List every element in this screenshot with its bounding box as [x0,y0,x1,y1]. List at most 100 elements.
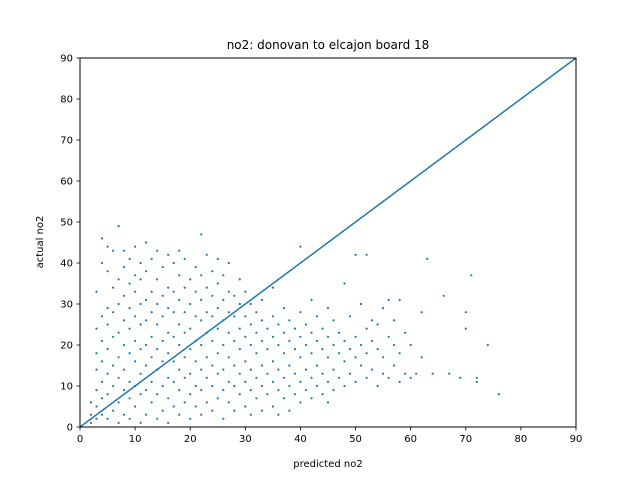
data-point [183,286,186,289]
data-point [211,339,214,342]
data-point [343,339,346,342]
data-point [172,311,175,314]
data-point [150,356,153,359]
data-point [189,348,192,351]
data-point [211,364,214,367]
data-point [216,372,219,375]
data-point [310,331,313,334]
data-point [277,368,280,371]
data-point [89,401,93,404]
data-point [161,384,164,388]
data-point [271,360,274,363]
data-point [95,327,98,330]
data-point [150,401,153,404]
data-point [211,315,214,318]
data-point [156,278,159,281]
data-point [189,302,192,306]
data-point [211,294,214,297]
data-point [161,409,164,412]
data-point [271,315,274,318]
data-point [161,339,164,342]
data-point [431,372,434,375]
data-point [343,360,346,363]
data-point [139,421,142,424]
data-point [216,327,219,330]
data-point [156,249,159,252]
data-point [404,372,407,375]
data-point [398,380,401,383]
data-point [139,261,142,265]
data-point [100,315,104,318]
data-point [238,393,241,396]
data-point [244,360,247,363]
data-point [183,356,186,359]
data-point [167,331,170,334]
data-point [233,294,236,297]
data-point [238,372,241,375]
data-point [310,376,313,379]
data-point [315,315,319,318]
x-tick-label: 10 [129,434,142,445]
data-point [244,290,247,293]
points-layer [89,225,500,424]
data-point [260,339,263,342]
data-point [150,290,153,293]
data-point [360,343,363,347]
data-point [371,339,374,342]
data-point [117,421,120,424]
data-point [89,413,93,416]
data-point [134,245,137,248]
data-point [128,327,131,330]
data-point [227,401,230,404]
data-point [172,360,175,363]
data-point [238,327,241,330]
data-point [233,315,236,318]
data-point [382,356,385,359]
data-point [222,343,225,347]
data-point [216,352,219,355]
data-point [337,352,341,355]
data-point [123,413,126,416]
data-point [393,343,396,347]
data-point [299,356,302,359]
data-point [106,323,109,326]
data-point [222,389,225,392]
data-point [178,343,181,347]
data-point [200,233,203,236]
data-point [183,257,186,260]
data-point [156,393,159,396]
data-point [117,356,120,359]
data-point [211,384,214,388]
data-point [288,339,291,342]
data-point [200,389,203,392]
data-point [420,311,423,314]
y-tick-label: 10 [60,382,73,393]
data-point [117,278,120,281]
data-point [371,368,374,371]
data-point [134,315,137,318]
data-point [266,327,269,330]
data-point [244,380,247,383]
data-point [321,372,324,375]
x-tick-label: 60 [404,434,417,445]
data-point [145,298,148,301]
x-tick-label: 70 [459,434,472,445]
data-point [183,376,186,379]
data-point [310,298,313,301]
chart-title: no2: donovan to elcajon board 18 [227,38,430,52]
data-point [134,274,137,277]
data-point [134,339,137,342]
x-axis-ticks: 0 10 20 30 40 50 60 70 80 90 [77,427,582,445]
data-point [112,364,115,367]
data-point [293,327,296,330]
data-point [200,298,203,301]
data-point [100,261,104,265]
data-point [475,376,478,379]
data-point [233,364,236,367]
data-point [139,302,142,306]
data-point [426,257,429,260]
data-point [337,331,341,334]
data-point [233,409,236,412]
data-point [178,298,181,301]
